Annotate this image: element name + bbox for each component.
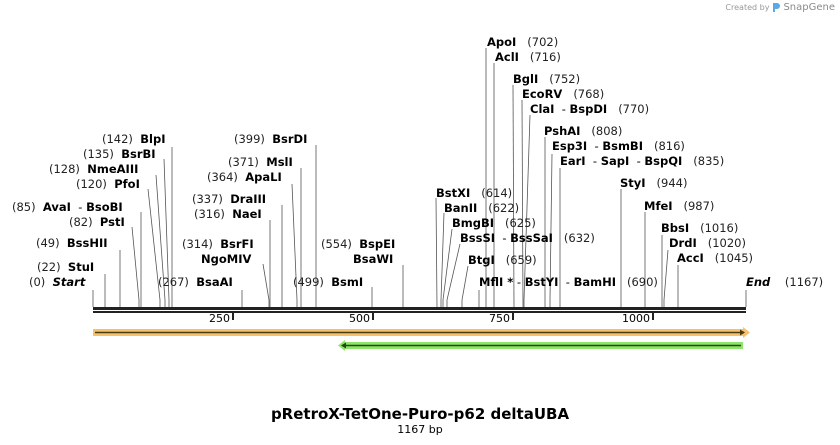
site-line-bgli xyxy=(512,84,515,308)
enzyme-acci[interactable]: AccI (1045) xyxy=(677,251,754,265)
site-line-pfoi xyxy=(147,188,161,307)
enzyme-pfoi[interactable]: (120) PfoI xyxy=(76,177,140,191)
enzyme-bsaai[interactable]: (267) BsaAI xyxy=(158,275,233,289)
enzyme-bsmi[interactable]: (499) BsmI xyxy=(293,275,364,289)
site-line-apali xyxy=(291,183,298,307)
enzyme-acli[interactable]: AclI (716) xyxy=(495,50,561,64)
ruler-label-750: 750 xyxy=(489,312,510,325)
enzyme-site-lines xyxy=(92,48,747,308)
enzyme-bgli[interactable]: BglI (752) xyxy=(513,72,581,86)
site-line-bsrbi xyxy=(163,158,170,307)
enzyme-btgi[interactable]: BtgI (659) xyxy=(468,253,537,267)
site-line-bmgbi xyxy=(442,228,453,307)
enzyme-eari-sapi-bspqi[interactable]: EarI - SapI - BspQI (835) xyxy=(560,154,725,168)
backbone-top-strand xyxy=(93,307,746,310)
enzyme-ngomiv[interactable]: NgoMIV xyxy=(201,252,252,266)
enzyme-bbsi[interactable]: BbsI (1016) xyxy=(661,221,739,235)
enzyme-draiii[interactable]: (337) DraIII xyxy=(192,192,267,206)
ruler-label-500: 500 xyxy=(349,312,370,325)
enzyme-bsrbi[interactable]: (135) BsrBI xyxy=(83,147,156,161)
snapgene-credit: Created by SnapGene xyxy=(725,2,835,13)
enzyme-bspei[interactable]: (554) BspEI xyxy=(321,237,396,251)
enzyme-drdi[interactable]: DrdI (1020) xyxy=(669,236,746,250)
enzyme-pshai[interactable]: PshAI (808) xyxy=(544,124,623,138)
site-line-ngomiv xyxy=(262,263,270,307)
enzyme-bsssi-bsssai[interactable]: BssSI - BssSaI (632) xyxy=(460,231,595,245)
site-line-banii xyxy=(440,212,445,307)
backbone-bottom-strand xyxy=(93,311,746,313)
reverse-feature-arrow xyxy=(338,340,743,351)
start-marker: (0) Start xyxy=(29,275,86,289)
enzyme-naei[interactable]: (316) NaeI xyxy=(194,207,262,221)
site-line-clai xyxy=(523,114,531,307)
site-line-bstxi xyxy=(435,197,438,308)
enzyme-esp3i-bsmbi[interactable]: Esp3I - BsmBI (816) xyxy=(552,139,685,153)
enzyme-apali[interactable]: (364) ApaLI xyxy=(207,170,282,184)
enzyme-styi[interactable]: StyI (944) xyxy=(620,176,688,190)
plasmid-title: pRetroX-TetOne-Puro-p62 deltaUBA xyxy=(270,405,570,423)
end-marker: End (1167) xyxy=(746,275,824,289)
enzyme-stui[interactable]: (22) StuI xyxy=(37,260,95,274)
enzyme-nmeaiii[interactable]: (128) NmeAIII xyxy=(49,162,139,176)
enzyme-psti[interactable]: (82) PstI xyxy=(69,215,125,229)
enzyme-bsrfi[interactable]: (314) BsrFI xyxy=(182,237,254,251)
enzyme-msli[interactable]: (371) MslI xyxy=(228,155,293,169)
site-line-ecorv xyxy=(521,99,524,308)
ruler-label-250: 250 xyxy=(209,312,230,325)
snapgene-logo-icon xyxy=(773,3,781,12)
site-line-drdi xyxy=(663,249,669,307)
ruler-ticks xyxy=(232,313,654,320)
site-line-esp3i xyxy=(549,153,553,307)
forward-feature-arrow xyxy=(93,327,750,338)
enzyme-bstxi[interactable]: BstXI (614) xyxy=(436,186,513,200)
enzyme-mfli-bstyi-bamhi[interactable]: MflI * - BstYI - BamHI (690) xyxy=(479,275,658,289)
enzyme-bmgbi[interactable]: BmgBI (625) xyxy=(452,216,536,230)
credit-brand: SnapGene xyxy=(783,2,835,13)
site-line-psti xyxy=(131,226,140,307)
enzyme-apoi[interactable]: ApoI (702) xyxy=(487,35,559,49)
enzyme-banii[interactable]: BanII (622) xyxy=(444,201,520,215)
enzyme-avai-bsobi[interactable]: (85) AvaI - BsoBI xyxy=(12,200,123,214)
enzyme-blpi[interactable]: (142) BlpI xyxy=(102,132,166,146)
enzyme-clai-bspdi[interactable]: ClaI - BspDI (770) xyxy=(530,102,650,116)
enzyme-bsrdi[interactable]: (399) BsrDI xyxy=(234,132,308,146)
credit-prefix: Created by xyxy=(725,3,770,12)
site-line-bsssi xyxy=(446,243,461,307)
enzyme-ecorv[interactable]: EcoRV (768) xyxy=(522,87,605,101)
plasmid-length: 1167 bp xyxy=(397,423,443,436)
enzyme-bsshii[interactable]: (49) BssHII xyxy=(36,236,108,250)
ruler-label-1000: 1000 xyxy=(622,312,650,325)
site-line-nmeaiii xyxy=(155,174,166,307)
site-line-btgi xyxy=(461,265,469,307)
enzyme-bsawi[interactable]: BsaWI xyxy=(353,252,394,266)
enzyme-mfei[interactable]: MfeI (987) xyxy=(644,199,715,213)
